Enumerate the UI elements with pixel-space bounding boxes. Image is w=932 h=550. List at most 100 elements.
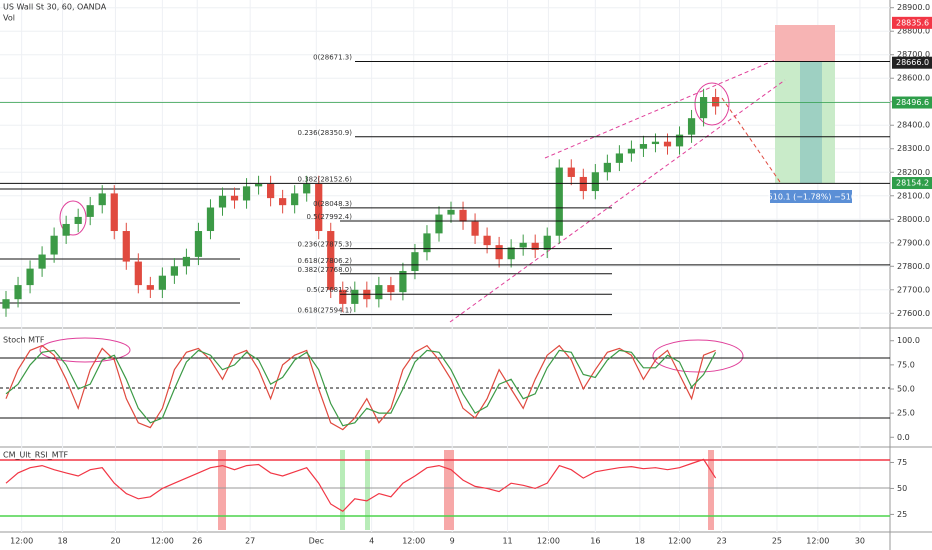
x-tick-label: 18 (635, 537, 645, 546)
x-tick-label: 23 (717, 537, 727, 546)
candle-body (615, 153, 623, 163)
price-tag-label: 28496.6 (896, 98, 929, 107)
price-tag (892, 177, 932, 190)
x-tick-label: 16 (590, 537, 600, 546)
candle-body (687, 118, 696, 135)
candle-body (134, 261, 142, 286)
indicator-line (5, 458, 717, 513)
candle-body (230, 195, 239, 201)
x-tick-label: 27 (245, 537, 255, 546)
candle-body (74, 216, 82, 224)
y-tick-label: 28700.0 (897, 50, 930, 59)
candle-body (50, 235, 58, 255)
candle-body (423, 233, 431, 253)
candle-body (2, 299, 10, 309)
y-tick-label: 28600.0 (897, 74, 930, 83)
fib-label: 0.382(27768.0) (298, 266, 353, 274)
candle-body (98, 193, 106, 206)
x-tick-label: 12:00 (10, 537, 33, 546)
candle-body (194, 231, 203, 257)
x-tick-label: 18 (57, 537, 67, 546)
candle-body (146, 285, 154, 290)
candle-body (471, 221, 479, 236)
highlight-circle (39, 337, 131, 363)
candle-body (531, 242, 539, 250)
candle-body (182, 256, 191, 267)
x-tick-label: 12:00 (402, 537, 425, 546)
fib-label: 0.382(28152.6) (298, 175, 353, 183)
candle-body (315, 184, 323, 232)
annotation-box (770, 190, 852, 203)
indicator-title: Stoch MTF (3, 336, 45, 345)
x-tick-label: 4 (369, 537, 374, 546)
price-tag-label: 28154.2 (896, 179, 929, 188)
y-tick-label: 28400.0 (897, 121, 930, 130)
price-tag (892, 96, 932, 109)
candle-body (411, 252, 419, 271)
candle-body (218, 195, 227, 208)
indicator-line (5, 344, 716, 431)
y-tick-label: 28000.0 (897, 215, 930, 224)
signal-band (218, 450, 226, 530)
candle-body (14, 285, 22, 300)
x-tick-label: 9 (450, 537, 455, 546)
candle-body (651, 141, 660, 145)
candle-body (567, 167, 575, 177)
highlight-circle (694, 82, 730, 126)
candle-body (387, 285, 395, 293)
fib-label: 0.618(27594.1) (298, 307, 353, 315)
grid (0, 0, 890, 532)
signal-band (365, 450, 370, 530)
candle-body (507, 247, 515, 260)
candle-body (639, 144, 648, 149)
candle-body (38, 254, 46, 269)
candle-body (62, 223, 70, 236)
x-tick-label: Dec (309, 537, 324, 546)
candle-body (351, 289, 359, 304)
y-tick-label: 27700.0 (897, 285, 930, 294)
candle-body (675, 134, 684, 147)
chart-title: US Wall St 30, 60, OANDA (3, 3, 107, 12)
fib-label: 0.618(27806.2) (298, 257, 353, 265)
fib-label: 0.236(28350.9) (298, 129, 353, 137)
fib-label: 0(28048.3) (313, 200, 352, 208)
y-tick-label: 28100.0 (897, 191, 930, 200)
y-tick-label: 50 (897, 484, 907, 493)
y-tick-label: 27900.0 (897, 238, 930, 247)
y-tick-label: 28200.0 (897, 168, 930, 177)
trend-line (449, 79, 786, 323)
highlight-circle (652, 339, 744, 373)
y-tick-label: 27600.0 (897, 309, 930, 318)
candle-body (158, 275, 166, 290)
fib-label: 0.5(27681.2) (306, 286, 352, 294)
candle-body (627, 148, 636, 154)
y-tick-label: 25.0 (897, 409, 915, 418)
price-tag-label: 28666.0 (896, 58, 929, 67)
candle-body (459, 209, 467, 222)
y-tick-label: 0.0 (897, 433, 910, 442)
x-tick-label: 11 (502, 537, 512, 546)
y-tick-label: 28300.0 (897, 144, 930, 153)
candle-body (447, 209, 455, 215)
y-tick-label: 75.0 (897, 360, 915, 369)
fib-label: 0(28671.3) (313, 53, 352, 61)
y-tick-label: 75 (897, 458, 907, 467)
y-tick-label: 50.0 (897, 385, 915, 394)
candle-body (122, 231, 130, 262)
price-tag (892, 16, 932, 29)
candle-body (279, 198, 287, 206)
x-tick-label: 26 (192, 537, 202, 546)
candle-body (170, 266, 178, 276)
candle-body (699, 97, 708, 119)
y-tick-label: 100.0 (897, 336, 920, 345)
x-tick-label: 12:00 (537, 537, 560, 546)
candle-body (712, 97, 720, 107)
candle-body (303, 184, 311, 194)
annotation: −510.1 (−1.78%) −5101 (761, 193, 861, 202)
signal-band (708, 450, 714, 530)
x-tick-label: 12:00 (806, 537, 829, 546)
candle-body (327, 231, 335, 290)
fib-label: 0.236(27875.3) (298, 241, 353, 249)
stop-zone (775, 25, 835, 62)
y-tick-label: 25 (897, 510, 907, 519)
